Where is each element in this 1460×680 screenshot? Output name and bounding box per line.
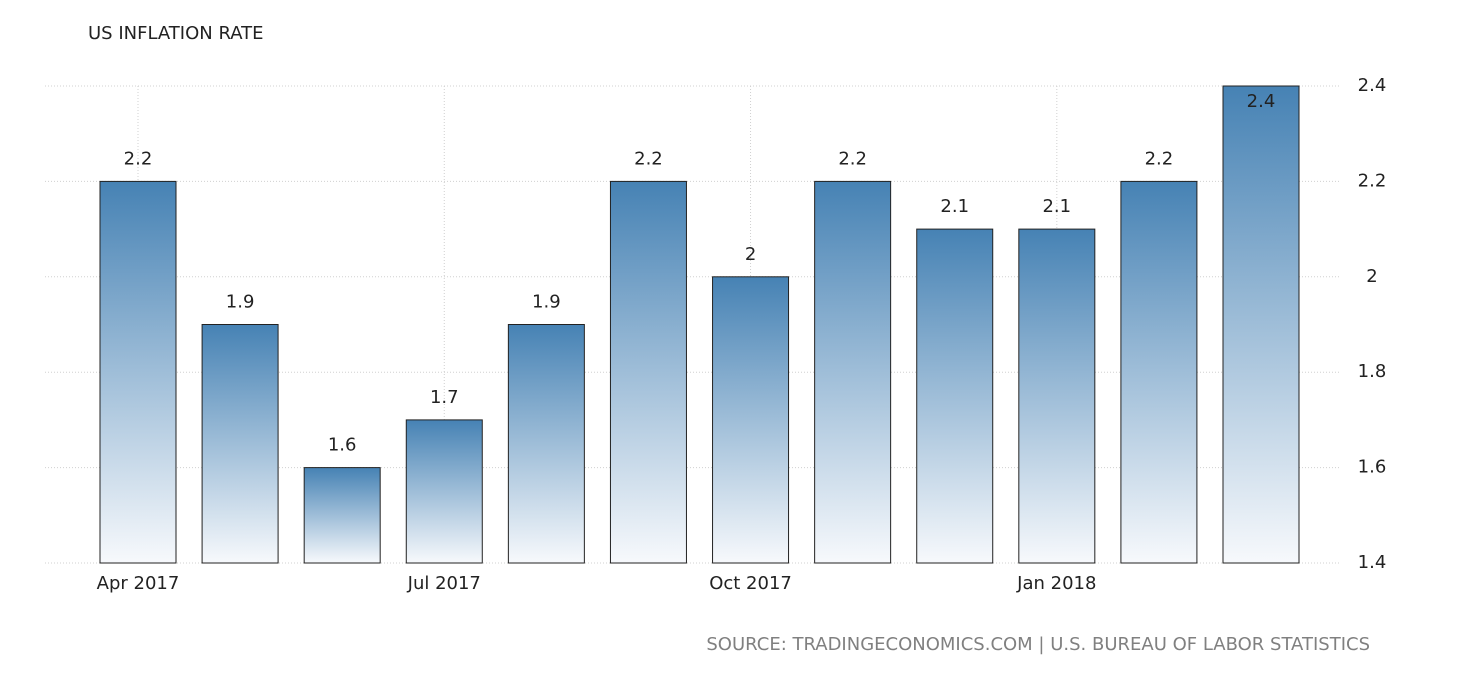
value-label: 2.2 <box>124 148 153 169</box>
x-tick-label: Jul 2017 <box>407 573 481 594</box>
x-tick-label: Oct 2017 <box>709 573 792 594</box>
bar <box>1018 228 1096 564</box>
chart-title: US INFLATION RATE <box>88 23 264 44</box>
bar <box>303 467 381 564</box>
y-tick-label: 1.8 <box>1358 361 1387 382</box>
y-tick-label: 1.4 <box>1358 552 1387 573</box>
bar <box>201 324 279 564</box>
value-label: 1.7 <box>430 387 459 408</box>
y-tick-label: 2 <box>1366 266 1377 287</box>
bar <box>99 180 177 564</box>
bar <box>405 419 483 564</box>
y-tick-label: 2.2 <box>1358 170 1387 191</box>
bar <box>609 180 687 564</box>
bar <box>507 324 585 564</box>
value-label: 2.1 <box>1042 196 1071 217</box>
y-tick-label: 1.6 <box>1358 457 1387 478</box>
value-label: 2.2 <box>1145 148 1174 169</box>
x-tick-label: Apr 2017 <box>97 573 180 594</box>
value-label: 2.2 <box>634 148 663 169</box>
y-tick-label: 2.4 <box>1358 75 1387 96</box>
bar <box>1222 85 1300 564</box>
value-label: 2.4 <box>1247 91 1276 112</box>
bar <box>814 180 892 564</box>
source-note: SOURCE: TRADINGECONOMICS.COM | U.S. BURE… <box>706 634 1370 655</box>
x-tick-label: Jan 2018 <box>1016 573 1096 594</box>
value-label: 2.1 <box>940 196 969 217</box>
value-label: 2 <box>745 244 756 265</box>
value-label: 1.9 <box>226 292 255 313</box>
bar <box>916 228 994 564</box>
value-label: 1.6 <box>328 435 357 456</box>
bar <box>712 276 790 564</box>
value-label: 1.9 <box>532 292 561 313</box>
bar <box>1120 180 1198 564</box>
value-label: 2.2 <box>838 148 867 169</box>
